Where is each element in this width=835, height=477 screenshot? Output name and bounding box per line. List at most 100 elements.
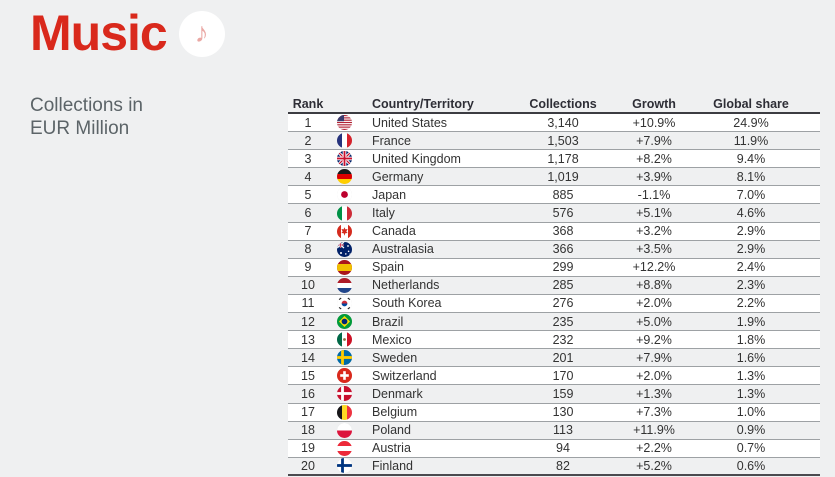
rank-cell: 16 (301, 386, 315, 401)
flag-cell (328, 169, 360, 185)
share-cell: 7.0% (736, 187, 766, 202)
growth-cell: +7.3% (636, 405, 672, 420)
table-row: 18 Poland 113 +11.9% 0.9% (288, 422, 820, 440)
country-cell: United States (372, 115, 448, 130)
flag-cell (328, 223, 360, 239)
column-header-global-share: Global share (713, 96, 789, 111)
table-row: 10 Netherlands 285 +8.8% 2.3% (288, 277, 820, 295)
flag-cell (328, 350, 360, 366)
flag-cell (328, 458, 360, 474)
growth-cell: +7.9% (636, 133, 672, 148)
growth-cell: +5.0% (636, 314, 672, 329)
rank-cell: 20 (301, 458, 315, 473)
flag-fr-icon (336, 133, 352, 149)
table-row: 20 Finland 82 +5.2% 0.6% (288, 458, 820, 476)
flag-cell (328, 151, 360, 167)
music-note-glyph: ♪ (194, 17, 209, 48)
share-cell: 1.3% (736, 386, 766, 401)
share-cell: 8.1% (736, 169, 766, 184)
flag-jp-icon (336, 187, 352, 203)
growth-cell: +11.9% (633, 423, 675, 438)
flag-cell (328, 386, 360, 402)
collections-cell: 1,019 (547, 169, 579, 184)
table-row: 17 Belgium 130 +7.3% 1.0% (288, 403, 820, 422)
column-header-collections: Collections (529, 96, 597, 111)
subtitle-line-1: Collections in (30, 95, 143, 116)
flag-cell (328, 241, 360, 257)
share-cell: 0.6% (736, 458, 766, 473)
flag-es-icon (336, 259, 352, 275)
table-body: 1 United States 3,140 +10.9% 24.9% 2 Fra… (288, 114, 820, 476)
flag-cell (328, 259, 360, 275)
share-cell: 2.4% (736, 260, 766, 275)
growth-cell: +5.1% (636, 206, 672, 221)
collections-cell: 113 (553, 423, 573, 438)
growth-cell: +7.9% (636, 350, 672, 365)
page-subtitle: Collections in EUR Million (30, 94, 143, 140)
growth-cell: +3.9% (636, 169, 672, 184)
flag-cell (328, 277, 360, 293)
flag-cell (328, 115, 360, 131)
collections-cell: 170 (552, 368, 574, 383)
share-cell: 2.3% (736, 278, 766, 293)
rank-cell: 9 (304, 260, 312, 275)
country-cell: Finland (372, 458, 413, 473)
collections-cell: 159 (552, 386, 574, 401)
table-row: 15 Switzerland 170 +2.0% 1.3% (288, 367, 820, 386)
growth-cell: +9.2% (636, 332, 672, 347)
table-header-row: Rank Country/Territory Collections Growt… (288, 95, 820, 114)
share-cell: 9.4% (736, 151, 766, 166)
country-cell: France (372, 133, 411, 148)
column-header-country: Country/Territory (372, 96, 474, 111)
rank-cell: 12 (301, 314, 315, 329)
country-cell: South Korea (372, 296, 442, 311)
country-cell: Netherlands (372, 278, 440, 293)
page-title: Music (30, 5, 168, 61)
share-cell: 2.2% (736, 296, 766, 311)
collections-cell: 94 (556, 441, 570, 456)
rank-cell: 15 (301, 368, 315, 383)
country-cell: Austria (372, 441, 411, 456)
table-row: 13 Mexico 232 +9.2% 1.8% (288, 331, 820, 350)
country-cell: Denmark (372, 386, 423, 401)
collections-cell: 82 (556, 458, 570, 473)
flag-au-icon (336, 241, 352, 257)
flag-cell (328, 133, 360, 149)
flag-gb-icon (336, 151, 352, 167)
flag-ch-icon (336, 368, 352, 384)
flag-mx-icon (336, 332, 352, 348)
country-cell: Italy (372, 206, 395, 221)
growth-cell: -1.1% (637, 187, 671, 202)
share-cell: 1.3% (736, 368, 766, 383)
rank-cell: 8 (304, 242, 312, 257)
share-cell: 1.8% (736, 332, 766, 347)
collections-cell: 3,140 (547, 115, 579, 130)
share-cell: 1.6% (736, 350, 766, 365)
flag-cell (328, 314, 360, 330)
rank-cell: 17 (301, 405, 315, 420)
rank-cell: 3 (304, 151, 312, 166)
collections-cell: 232 (552, 332, 574, 347)
flag-cell (328, 295, 360, 311)
flag-it-icon (336, 205, 352, 221)
collections-cell: 201 (552, 350, 574, 365)
growth-cell: +2.0% (636, 296, 672, 311)
flag-fi-icon (336, 458, 352, 474)
share-cell: 1.9% (736, 314, 766, 329)
share-cell: 2.9% (736, 242, 766, 257)
flag-cell (328, 187, 360, 203)
collections-cell: 299 (552, 260, 574, 275)
flag-cell (328, 440, 360, 456)
collections-cell: 1,503 (547, 133, 579, 148)
collections-cell: 576 (552, 206, 574, 221)
table-row: 3 United Kingdom 1,178 +8.2% 9.4% (288, 150, 820, 169)
table-row: 1 United States 3,140 +10.9% 24.9% (288, 114, 820, 133)
collections-cell: 885 (552, 187, 574, 202)
country-cell: Japan (372, 187, 407, 202)
music-note-icon: ♪ (178, 11, 225, 57)
flag-cell (328, 368, 360, 384)
share-cell: 11.9% (733, 133, 769, 148)
flag-cell (328, 404, 360, 420)
table-row: 6 Italy 576 +5.1% 4.6% (288, 204, 820, 223)
collections-cell: 235 (552, 314, 574, 329)
